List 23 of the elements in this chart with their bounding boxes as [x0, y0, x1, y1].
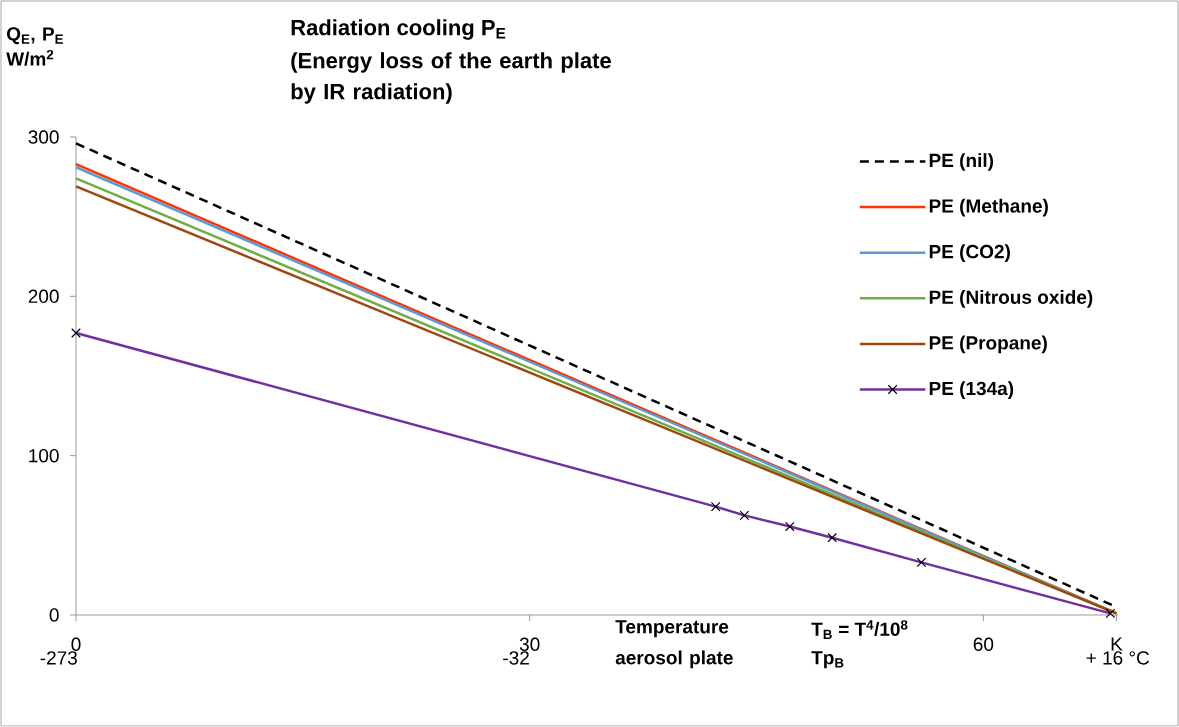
chart-subtitle: (Energy loss of the earth plate by IR radiation) — [291, 52, 611, 104]
legend-label: PE (134a) — [929, 381, 1014, 399]
y-axis-title: Q$_{E}$, P$_{E}$ W/m$^{2}$ — [6, 27, 63, 66]
x-tick-label: 30 — [519, 637, 540, 651]
legend-label: PE (CO2) — [929, 244, 1010, 263]
legend-label: PE (Methane) — [929, 198, 1048, 217]
x-tick-label: 60 — [973, 637, 994, 651]
legend-label: PE (Nitrous oxide) — [929, 289, 1093, 308]
x-tick-label: K — [1111, 637, 1123, 651]
y-tick-label: 0 — [49, 608, 59, 622]
y-tick-label: 200 — [28, 289, 59, 304]
text: T$_{B}$ = T$^{4}$/10$^{8}$ — [811, 620, 908, 639]
text: + 16 °C — [1086, 651, 1150, 665]
x-axis-title: Temperature aerosol plate — [615, 620, 733, 669]
y-tick-label: 300 — [28, 130, 59, 144]
legend-label: PE (nil) — [929, 153, 994, 171]
y-tick-label: 100 — [29, 448, 59, 463]
text: Tp$_{B}$ — [811, 651, 844, 669]
legend-label: PE (Propane) — [929, 335, 1047, 354]
x-tick-label: 0 — [71, 637, 81, 651]
text: -32 — [503, 651, 529, 665]
text: -273 — [40, 651, 77, 665]
chart-title: Radiation cooling P$_{E}$ — [291, 19, 506, 40]
